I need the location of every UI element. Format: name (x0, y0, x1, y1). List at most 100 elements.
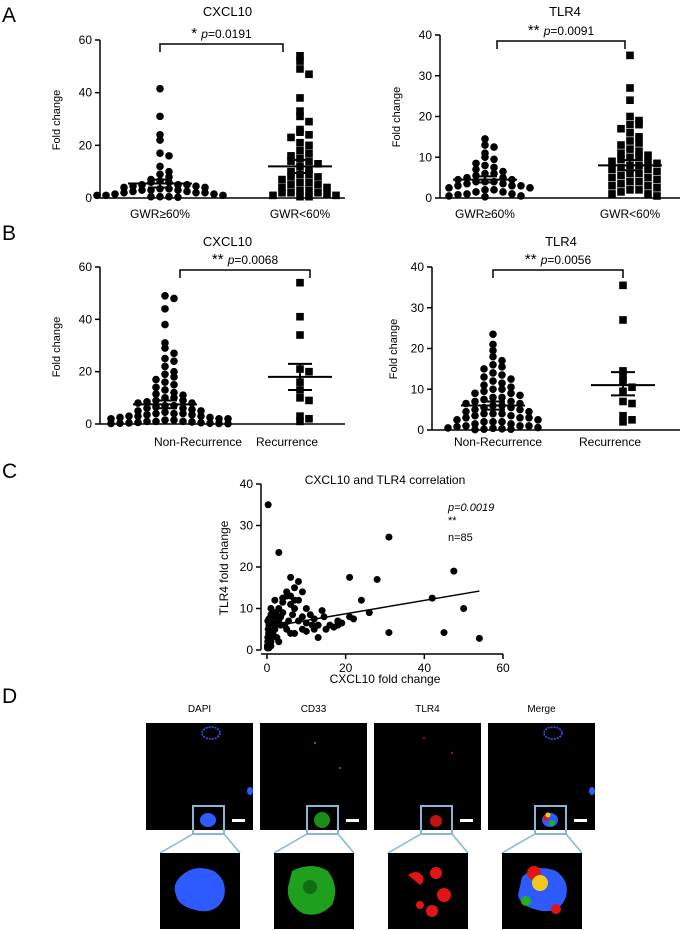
x-category-label: Non-Recurrence (454, 435, 542, 449)
data-point-square (287, 188, 295, 197)
data-point-circle (498, 409, 506, 418)
data-point (294, 578, 302, 586)
data-point-circle (525, 413, 533, 422)
data-point (287, 573, 295, 581)
data-point-circle (188, 399, 196, 407)
data-point-circle (170, 388, 178, 397)
data-point-circle (498, 371, 506, 379)
data-point-square (314, 173, 322, 181)
data-point-square (296, 128, 304, 136)
data-point-circle (156, 162, 164, 171)
data-point-square (278, 183, 286, 192)
data-point-square (296, 94, 304, 102)
data-point-square (296, 112, 304, 121)
y-tick-label: 10 (419, 150, 433, 164)
data-point-square (619, 367, 627, 375)
data-point-square (305, 367, 313, 376)
data-point-square (287, 152, 295, 160)
y-tick-label: 30 (411, 301, 425, 315)
zoom-micrograph-tlr4 (388, 853, 468, 929)
data-point-circle (192, 182, 200, 190)
data-point-square (305, 165, 313, 173)
significance-label: * p=0.0191 (191, 25, 252, 42)
significance-stars: ** (528, 22, 544, 39)
data-point (265, 636, 273, 644)
data-point-circle (215, 419, 223, 428)
data-point-circle (481, 141, 489, 149)
chart-a-tlr4-gwr: TLR4 0 10 20 30 40 Fold change GWR≥60% GWR<60% **… (391, 4, 680, 221)
significance-bracket (492, 269, 624, 278)
data-point-circle (471, 389, 479, 398)
data-point-circle (480, 425, 488, 433)
data-point-square (619, 418, 627, 426)
p-label: p (540, 253, 548, 267)
data-point-circle (152, 390, 160, 398)
data-point-circle (507, 397, 515, 406)
data-point-circle (516, 405, 524, 414)
data-point-circle (472, 165, 480, 174)
data-point (385, 629, 393, 637)
data-point-circle (197, 418, 205, 427)
data-point-square (323, 183, 331, 192)
data-point-circle (156, 170, 164, 179)
data-point-square (635, 139, 643, 147)
data-point-circle (481, 135, 489, 143)
data-point-square (296, 394, 304, 402)
data-point-circle (192, 188, 200, 197)
data-point-square (305, 178, 313, 186)
panel-d-micrographs: DAPI CD33 TLR4 Merge (146, 704, 595, 929)
tlr4-speck (423, 737, 425, 739)
data-point-circle (507, 420, 515, 428)
y-tick-label: 30 (240, 519, 254, 533)
data-point-square (296, 192, 304, 201)
data-point-circle (481, 192, 489, 201)
significance-stars: ** (448, 515, 457, 527)
y-tick-label: 20 (419, 110, 433, 124)
data-point-circle (165, 192, 173, 201)
data-point (326, 621, 334, 629)
cd33-signal (314, 812, 330, 828)
data-point (264, 617, 272, 625)
data-point-circle (489, 418, 497, 426)
data-point-square (296, 170, 304, 179)
y-tick-label: 10 (240, 602, 254, 616)
data-point-circle (120, 188, 128, 197)
data-point-circle (179, 396, 187, 405)
data-point-circle (516, 391, 524, 400)
x-category-label: GWR≥60% (130, 207, 190, 221)
data-point-circle (179, 409, 187, 418)
data-point-square (269, 191, 277, 200)
data-point (267, 605, 275, 612)
zoom-merge-green (521, 896, 531, 906)
y-tick-label: 40 (79, 86, 93, 100)
data-point-circle (507, 375, 515, 383)
data-point-square (287, 181, 295, 189)
data-point-square (608, 157, 616, 166)
data-point (373, 575, 381, 583)
data-point-circle (156, 136, 164, 144)
data-point-circle (125, 412, 133, 420)
data-point-circle (219, 191, 227, 200)
data-point-circle (489, 361, 497, 369)
data-point-circle (498, 393, 506, 402)
data-point-square (305, 157, 313, 165)
data-point-square (644, 165, 652, 174)
data-point-square (626, 137, 634, 145)
data-point-square (608, 173, 616, 182)
zoom-tlr4-blob (437, 888, 451, 902)
x-tick-label: 40 (418, 661, 432, 675)
data-point-circle (116, 413, 124, 422)
y-tick-label: 10 (411, 382, 425, 396)
micrograph-merge (488, 723, 595, 830)
nucleus-fragment (589, 787, 595, 795)
data-point-square (305, 414, 313, 423)
y-tick-label: 40 (411, 260, 425, 274)
data-point (440, 629, 448, 637)
data-point-circle (489, 340, 497, 349)
data-point-circle (179, 391, 187, 400)
data-point-circle (481, 153, 489, 162)
data-point-square (617, 149, 625, 157)
data-point-circle (508, 190, 516, 198)
data-point-circle (188, 411, 196, 419)
p-value: =0.0068 (234, 253, 278, 267)
